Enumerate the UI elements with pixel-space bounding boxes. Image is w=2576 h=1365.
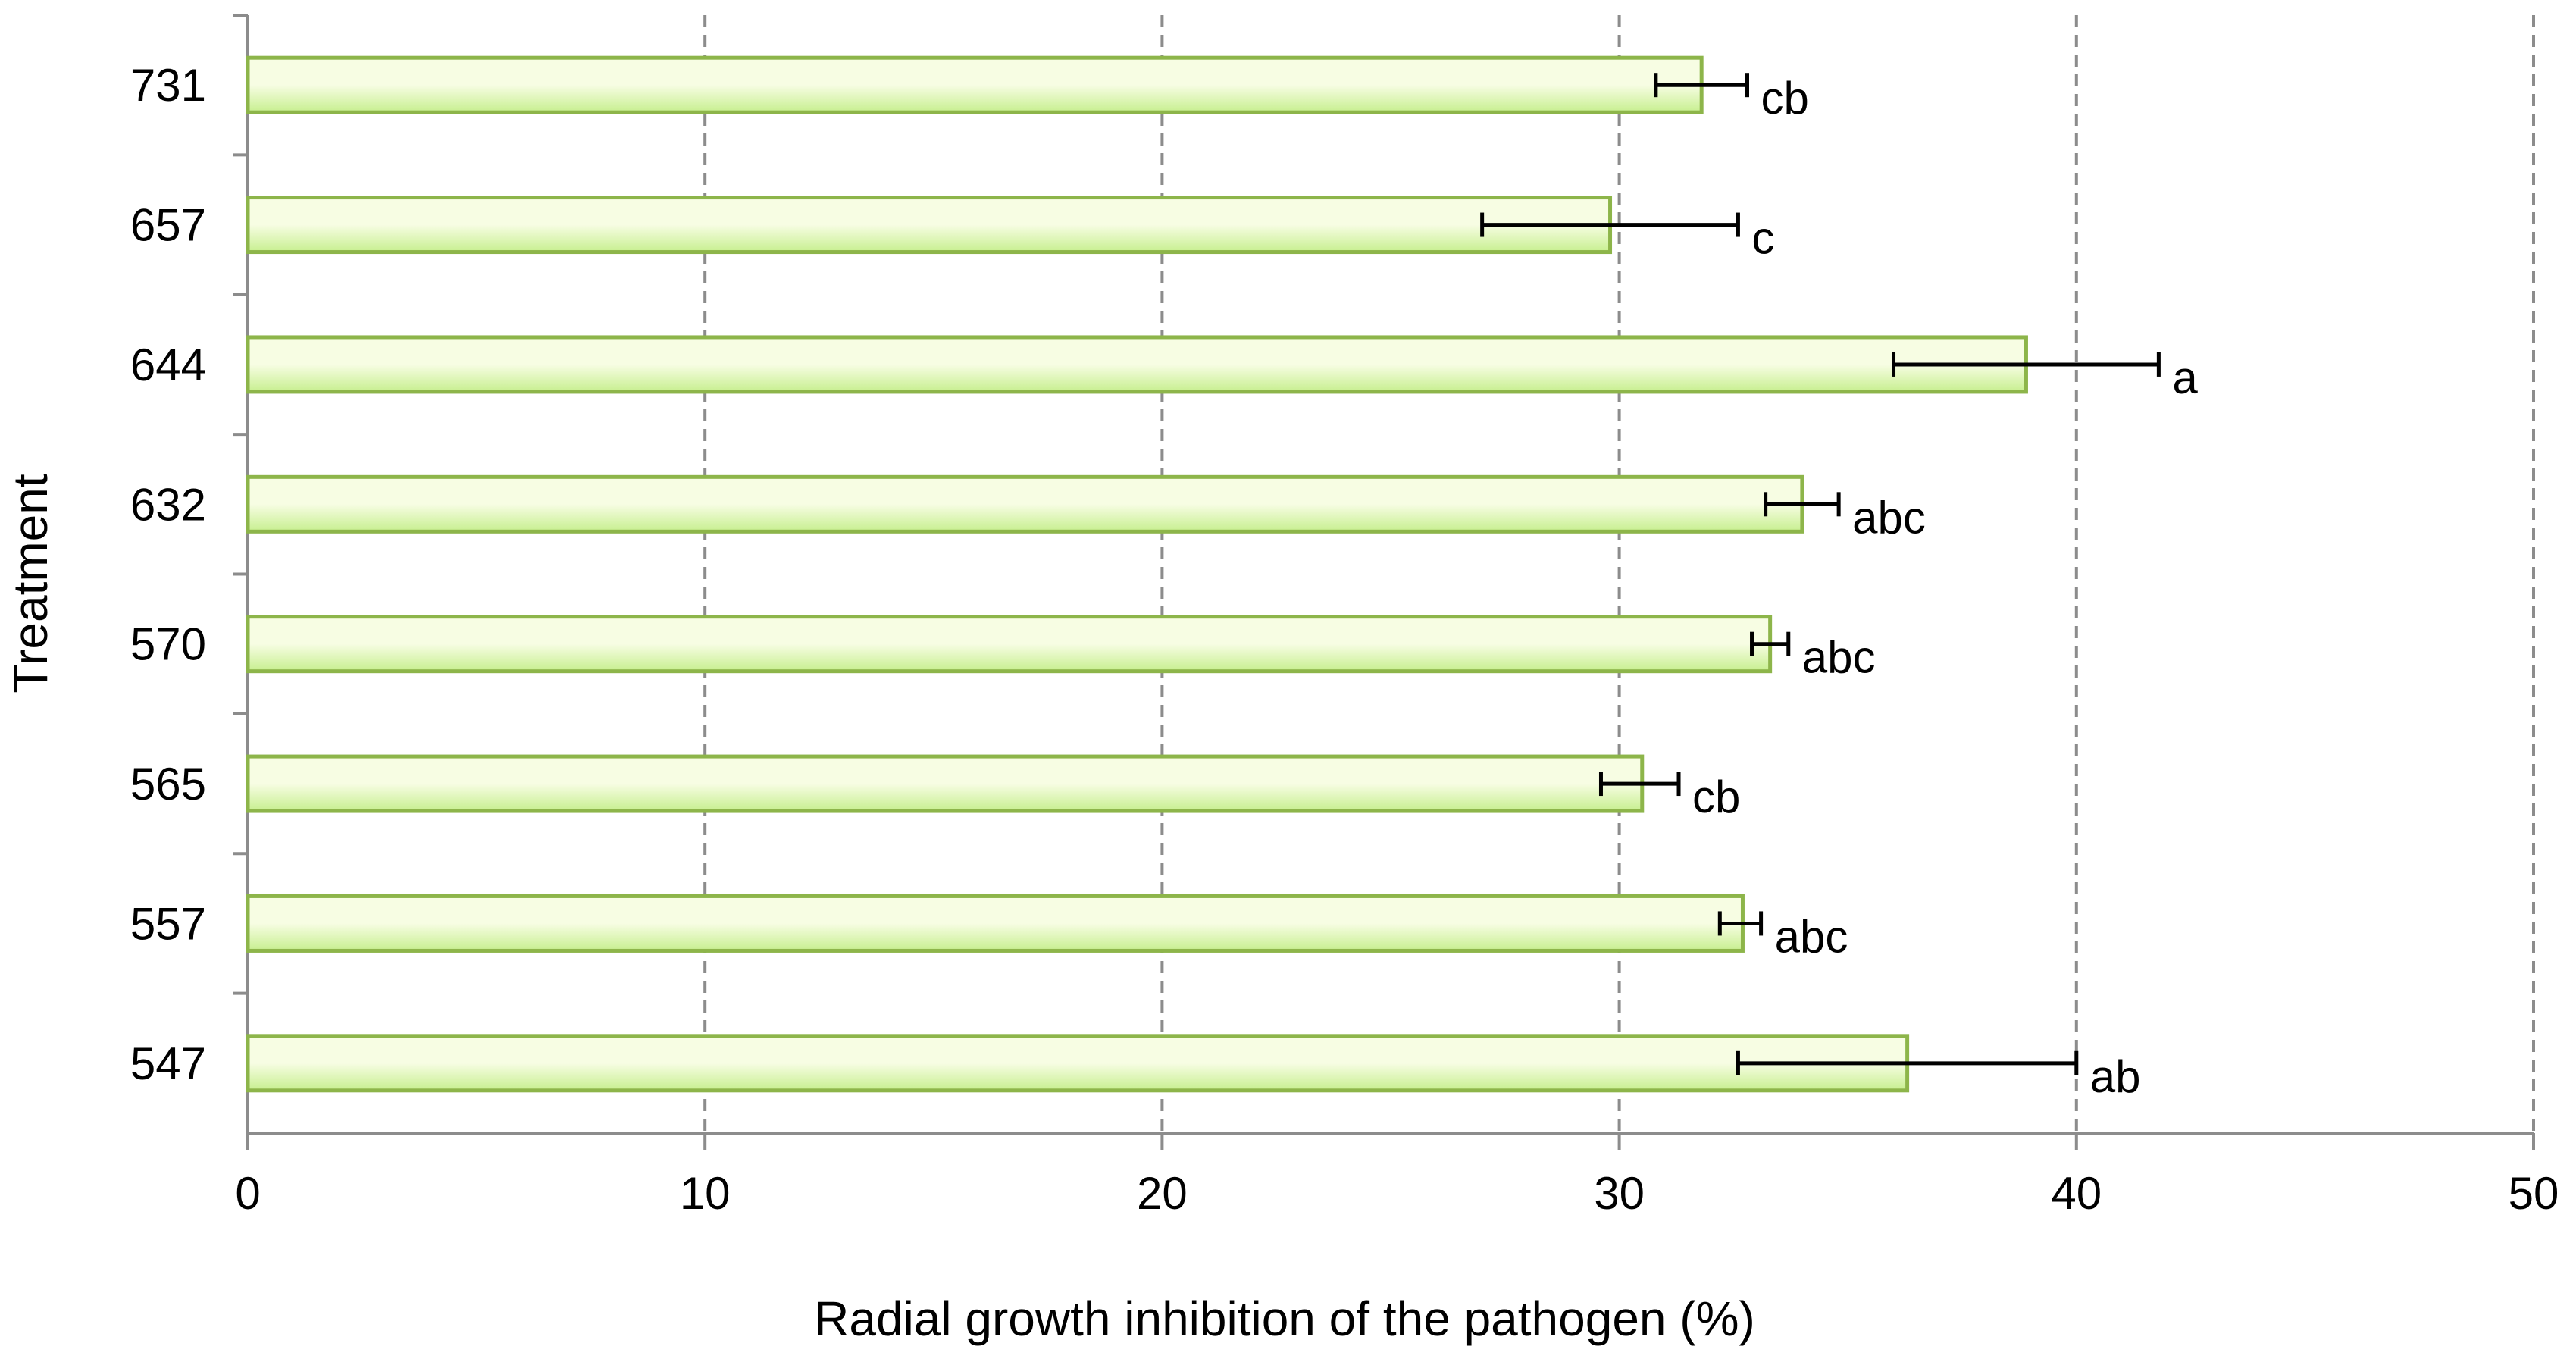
gridlines — [703, 15, 2535, 1133]
y-axis-title: Treatment — [3, 474, 58, 693]
error-bar-644 — [1892, 352, 2161, 377]
error-bar-657 — [1480, 212, 1740, 237]
significance-label-644: a — [2172, 352, 2198, 403]
bar-632 — [246, 474, 1804, 534]
x-tick-label-0: 0 — [235, 1168, 260, 1219]
y-tick-label-657: 657 — [130, 200, 206, 251]
x-tick-label-10: 10 — [680, 1168, 731, 1219]
x-tick-label-20: 20 — [1137, 1168, 1188, 1219]
labels: 0 10 20 30 40 50 731 cb 657 c 644 a 632 abc 570 abc 565 c… — [130, 60, 2559, 1219]
significance-label-557: abc — [1775, 911, 1848, 962]
significance-label-657: c — [1751, 213, 1774, 264]
error-bar-557 — [1717, 911, 1764, 936]
y-tick-label-565: 565 — [130, 759, 206, 809]
y-tick-label-557: 557 — [130, 898, 206, 949]
bar-557 — [246, 894, 1745, 953]
x-tick-label-50: 50 — [2509, 1168, 2559, 1219]
x-axis-title: Radial growth inhibition of the pathogen… — [814, 1291, 1755, 1346]
bar-570 — [246, 615, 1773, 674]
axes — [233, 14, 2535, 1150]
significance-label-731: cb — [1761, 73, 1808, 124]
error-bars — [1480, 73, 2161, 1075]
bars — [246, 55, 2028, 1093]
y-tick-label-632: 632 — [130, 479, 206, 530]
y-tick-label-644: 644 — [130, 340, 206, 390]
y-tick-label-547: 547 — [130, 1038, 206, 1089]
error-bar-731 — [1654, 73, 1749, 98]
x-tick-label-30: 30 — [1594, 1168, 1645, 1219]
error-bar-565 — [1598, 772, 1681, 797]
bar-565 — [246, 754, 1645, 813]
bar-644 — [246, 335, 2028, 394]
significance-label-547: ab — [2090, 1051, 2141, 1102]
bar-547 — [246, 1034, 1910, 1093]
significance-label-565: cb — [1692, 772, 1740, 822]
bar-731 — [246, 55, 1704, 114]
error-bar-547 — [1736, 1050, 2079, 1075]
significance-label-570: abc — [1802, 632, 1876, 683]
y-tick-label-731: 731 — [130, 60, 206, 111]
error-bar-632 — [1764, 492, 1841, 517]
significance-label-632: abc — [1852, 492, 1926, 543]
error-bar-570 — [1750, 631, 1791, 656]
y-tick-label-570: 570 — [130, 619, 206, 670]
x-tick-label-40: 40 — [2051, 1168, 2102, 1219]
bar-657 — [246, 196, 1613, 255]
